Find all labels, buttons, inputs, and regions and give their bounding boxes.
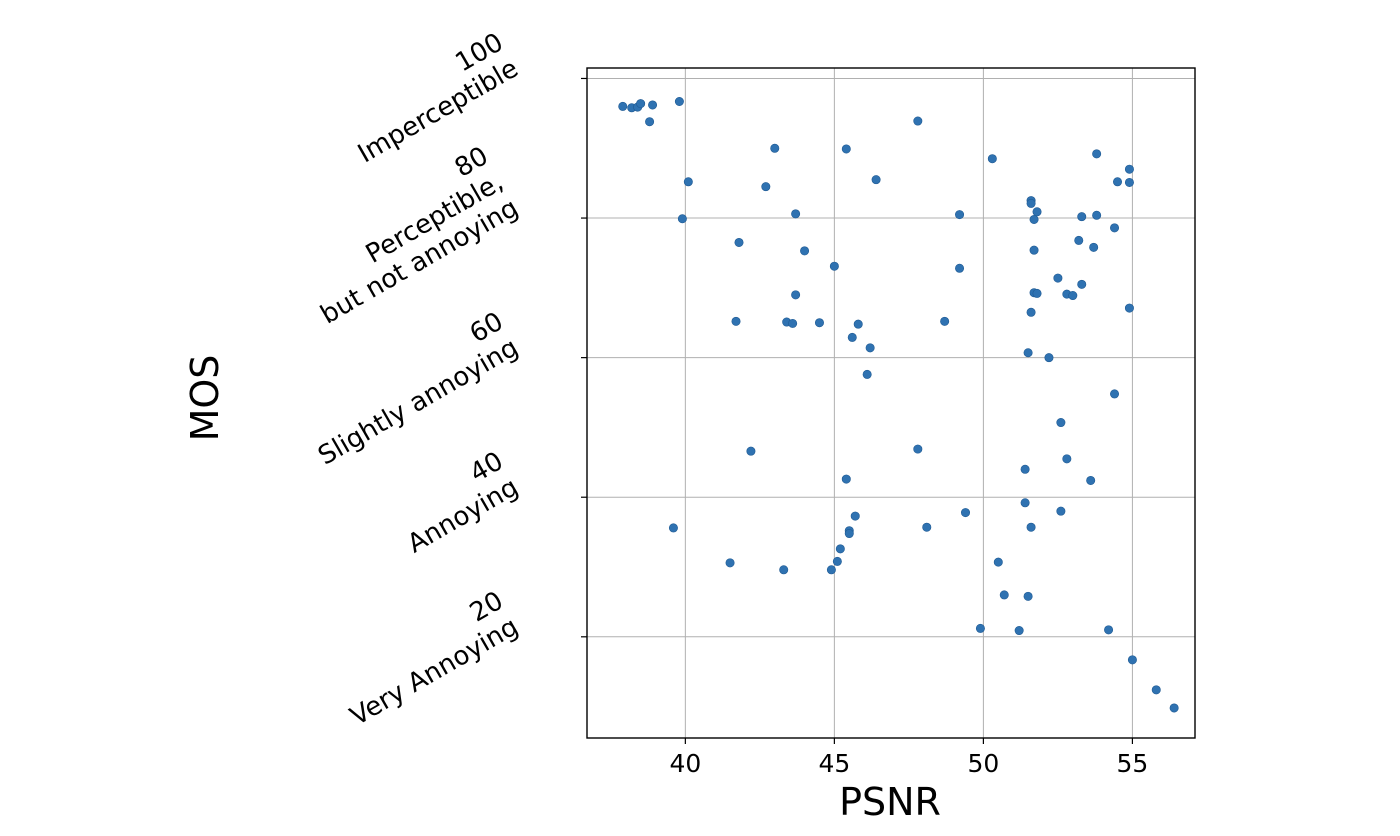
data-point	[1169, 703, 1179, 713]
x-tick-label: 45	[818, 749, 850, 778]
y-axis-title: MOS	[183, 355, 227, 442]
data-point	[1023, 591, 1033, 601]
data-point	[618, 101, 628, 111]
data-point	[1053, 273, 1063, 283]
y-tick-label: 40Annoying	[388, 446, 524, 559]
data-point	[1020, 464, 1030, 474]
data-point	[922, 522, 932, 532]
data-point	[668, 523, 678, 533]
data-point	[1113, 177, 1123, 187]
data-point	[835, 544, 845, 554]
data-point	[1110, 223, 1120, 233]
data-point	[1032, 288, 1042, 298]
data-point	[1032, 207, 1042, 217]
data-point	[1089, 242, 1099, 252]
data-point	[841, 144, 851, 154]
data-point	[1092, 210, 1102, 220]
data-point	[1124, 177, 1134, 187]
data-point	[674, 97, 684, 107]
x-axis-title: PSNR	[839, 780, 941, 824]
x-tick-label: 50	[967, 749, 999, 778]
data-point	[683, 177, 693, 187]
data-point	[853, 319, 863, 329]
data-point	[779, 565, 789, 575]
data-point	[1026, 307, 1036, 317]
grid	[587, 68, 1195, 738]
data-point	[731, 316, 741, 326]
data-point	[648, 100, 658, 110]
data-point	[1044, 353, 1054, 363]
data-point	[1092, 149, 1102, 159]
y-tick-description: Imperceptible	[353, 54, 524, 170]
y-tick-description: Very Annoying	[345, 612, 523, 732]
data-point	[961, 508, 971, 518]
data-point	[850, 511, 860, 521]
data-point	[791, 209, 801, 219]
data-point	[987, 154, 997, 164]
data-point	[788, 318, 798, 328]
data-point	[1077, 212, 1087, 222]
data-point	[1104, 625, 1114, 635]
x-tick-label: 40	[669, 749, 701, 778]
data-point	[1068, 291, 1078, 301]
data-point	[844, 529, 854, 539]
data-point	[955, 263, 965, 273]
y-tick-label: 60Slightly annoying	[298, 307, 523, 472]
data-point	[826, 565, 836, 575]
y-tick-description: Annoying	[403, 472, 524, 559]
x-tick-label: 55	[1117, 749, 1149, 778]
data-point	[862, 369, 872, 379]
data-point	[770, 143, 780, 153]
data-point	[841, 474, 851, 484]
data-point	[975, 623, 985, 633]
data-point	[829, 261, 839, 271]
data-point	[800, 246, 810, 256]
data-point	[1074, 235, 1084, 245]
data-point	[1151, 685, 1161, 695]
x-axis-ticks: 40 45 50 55	[669, 738, 1148, 778]
data-point	[993, 557, 1003, 567]
y-tick-label: 100Imperceptible	[338, 28, 524, 170]
data-point	[1110, 389, 1120, 399]
data-point	[940, 316, 950, 326]
data-point	[677, 214, 687, 224]
data-point	[955, 210, 965, 220]
data-point	[645, 117, 655, 127]
data-point	[847, 332, 857, 342]
data-point	[746, 446, 756, 456]
data-point	[1127, 655, 1137, 665]
data-point	[865, 343, 875, 353]
y-tick-label: 20Very Annoying	[330, 586, 523, 732]
plot-frame	[586, 67, 1196, 739]
data-point	[1124, 164, 1134, 174]
data-point	[636, 99, 646, 109]
data-point	[913, 444, 923, 454]
data-point	[1029, 214, 1039, 224]
data-point	[871, 175, 881, 185]
data-point	[1023, 348, 1033, 358]
data-points	[618, 97, 1179, 713]
data-point	[832, 556, 842, 566]
data-point	[1077, 279, 1087, 289]
data-point	[1062, 454, 1072, 464]
y-tick-label: 80Perceptible,but not annoying	[286, 141, 524, 330]
data-point	[791, 290, 801, 300]
data-point	[1056, 506, 1066, 516]
data-point	[734, 237, 744, 247]
data-point	[999, 590, 1009, 600]
data-point	[913, 116, 923, 126]
data-point	[1086, 475, 1096, 485]
data-point	[725, 558, 735, 568]
data-point	[1026, 522, 1036, 532]
data-point	[1020, 498, 1030, 508]
data-point	[761, 182, 771, 192]
data-point	[1029, 245, 1039, 255]
data-point	[814, 318, 824, 328]
data-point	[1124, 303, 1134, 313]
data-point	[1056, 418, 1066, 428]
data-point	[1026, 198, 1036, 208]
data-point	[1014, 626, 1024, 636]
